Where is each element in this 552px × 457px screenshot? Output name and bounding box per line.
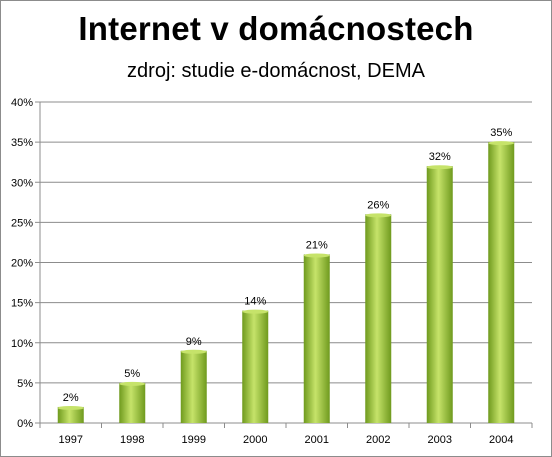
data-label: 26% [367, 199, 389, 211]
bar-2001 [303, 254, 330, 423]
bars-layer [57, 141, 515, 423]
x-tick-label: 2000 [243, 434, 267, 446]
bar-2003 [426, 166, 453, 423]
bar-cap [365, 213, 392, 218]
bar-1998 [119, 382, 146, 423]
data-label: 2% [63, 392, 79, 404]
x-tick-label: 1998 [120, 434, 144, 446]
y-tick-label: 35% [11, 137, 33, 149]
y-tick-label: 20% [11, 258, 33, 270]
data-label: 9% [186, 336, 202, 348]
grid-layer [35, 101, 533, 428]
bar-cap [180, 349, 207, 354]
bar-cap [57, 405, 84, 410]
y-tick-label: 25% [11, 217, 33, 229]
y-tick-label: 0% [17, 418, 33, 430]
bar-cap [242, 309, 269, 314]
x-tick-label: 2004 [489, 434, 513, 446]
bar-2004 [488, 142, 515, 423]
bar-2000 [242, 310, 269, 423]
chart-subtitle: zdroj: studie e-domácnost, DEMA [127, 60, 425, 82]
data-label: 32% [429, 151, 451, 163]
y-tick-label: 5% [17, 378, 33, 390]
bar-cap [426, 165, 453, 170]
bar-1999 [180, 350, 207, 423]
data-label: 21% [306, 239, 328, 251]
y-tick-label: 30% [11, 177, 33, 189]
labels-layer: 0% 5% 10% 15% 20% 25% 30% 35% 40% 2% 1997 5% 1998 9% 1… [11, 97, 514, 446]
data-label: 5% [124, 368, 140, 380]
y-tick-label: 10% [11, 338, 33, 350]
x-tick-label: 1997 [59, 434, 83, 446]
x-tick-label: 1999 [182, 434, 206, 446]
data-label: 35% [490, 127, 512, 139]
bar-cap [303, 253, 330, 258]
y-tick-label: 15% [11, 298, 33, 310]
chart-title: Internet v domácnostech [78, 10, 474, 47]
bar-cap [488, 141, 515, 146]
x-tick-label: 2003 [428, 434, 452, 446]
bar-2002 [365, 214, 392, 423]
x-tick-label: 2002 [366, 434, 390, 446]
data-label: 14% [244, 296, 266, 308]
bar-1997 [57, 406, 84, 423]
bar-cap [119, 381, 146, 386]
y-tick-label: 40% [11, 97, 33, 109]
x-tick-label: 2001 [305, 434, 329, 446]
